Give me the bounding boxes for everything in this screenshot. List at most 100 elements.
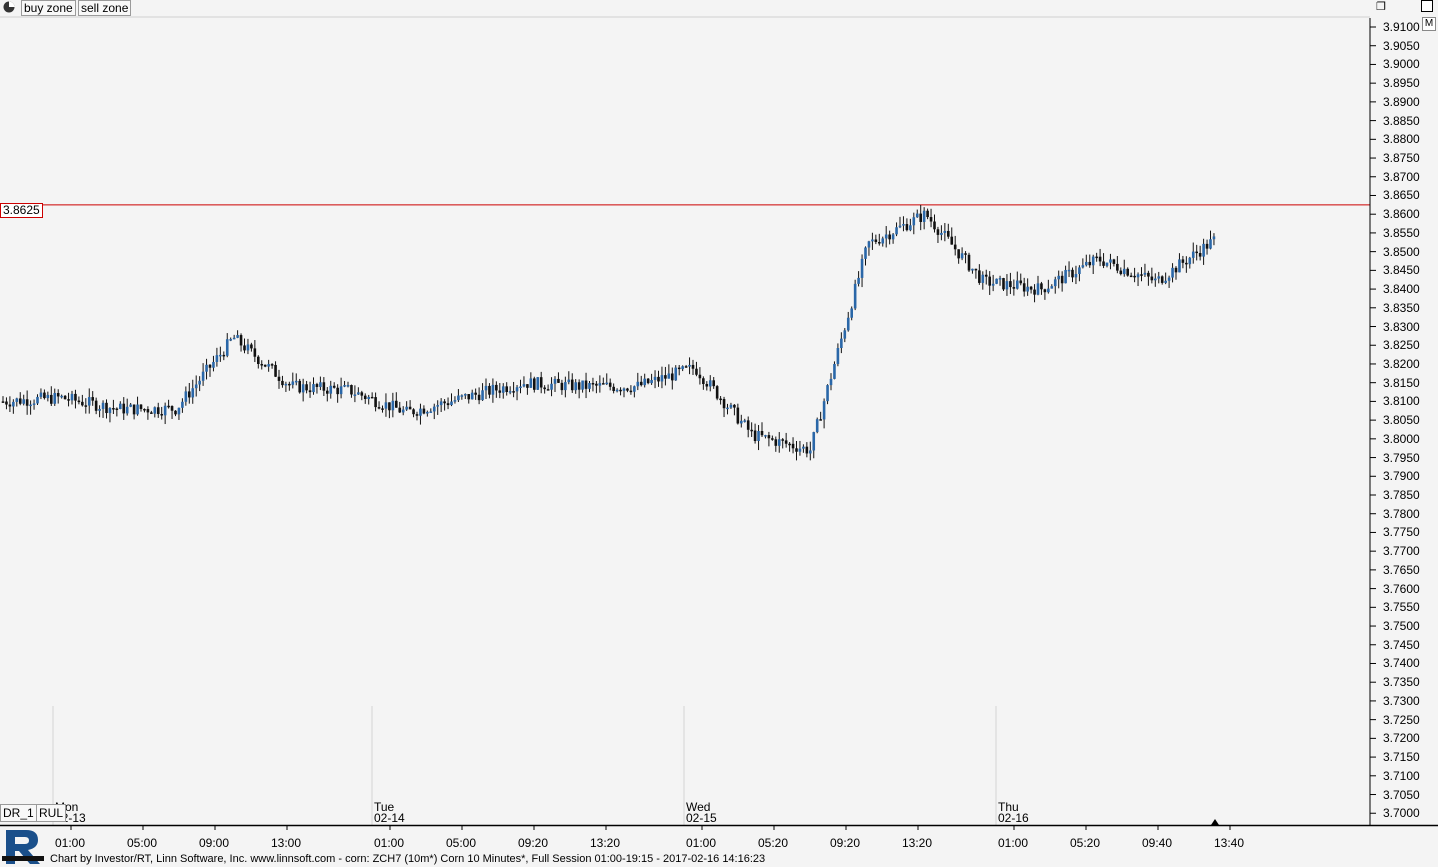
- price-bar-body: [677, 367, 681, 370]
- price-tick-label: 3.7100: [1383, 768, 1420, 783]
- price-bar-body: [177, 407, 181, 415]
- price-bar-body: [1095, 256, 1098, 259]
- price-bar-body: [77, 400, 81, 403]
- price-bar-body: [560, 382, 564, 391]
- price-bar-body: [1109, 259, 1112, 263]
- price-bar-body: [132, 404, 136, 415]
- rul-button[interactable]: RUL: [36, 804, 67, 822]
- axes: [0, 16, 1438, 830]
- price-bar-body: [829, 378, 833, 386]
- time-tick-label: 01:00: [686, 836, 717, 850]
- price-tick-label: 3.9100: [1383, 20, 1420, 34]
- price-bar-body: [446, 403, 450, 406]
- price-bar-body: [150, 412, 153, 414]
- price-bar-body: [381, 408, 384, 410]
- price-bar-body: [1185, 262, 1188, 265]
- price-bar-body: [422, 408, 426, 414]
- price-bar-body: [229, 339, 232, 341]
- price-bar-body: [1167, 277, 1171, 281]
- time-tick-label: 13:00: [271, 836, 302, 850]
- price-tick-label: 3.9050: [1383, 38, 1420, 53]
- price-bar-body: [1195, 251, 1198, 254]
- price-bar-body: [170, 406, 174, 411]
- price-bar-body: [629, 390, 633, 393]
- price-bar-body: [236, 335, 239, 338]
- buy-zone-button[interactable]: buy zone: [21, 0, 76, 16]
- price-bar-body: [919, 213, 922, 222]
- price-tick-label: 3.7150: [1383, 750, 1420, 765]
- price-bar-body: [56, 393, 60, 397]
- price-bar-body: [736, 407, 740, 424]
- price-bar-body: [857, 277, 860, 284]
- price-bar-body: [74, 393, 77, 401]
- price-bar-body: [388, 402, 391, 411]
- restore-window-icon[interactable]: ❐: [1376, 1, 1386, 13]
- price-bar-body: [684, 366, 688, 368]
- price-bar-body: [1105, 262, 1109, 266]
- time-tick-label: 13:40: [1214, 836, 1245, 850]
- price-bar-body: [377, 407, 381, 409]
- price-bar-body: [363, 395, 367, 400]
- price-tick-label: 3.7750: [1383, 525, 1420, 540]
- price-tick-label: 3.8250: [1383, 338, 1420, 353]
- pie-menu-icon[interactable]: [3, 1, 15, 13]
- time-tick-label: 09:20: [518, 836, 549, 850]
- price-bar-body: [733, 404, 736, 408]
- price-bar-body: [515, 387, 519, 392]
- price-bar-body: [833, 363, 836, 379]
- price-bar-body: [495, 384, 498, 391]
- price-bar-body: [481, 390, 484, 401]
- price-bar-body: [895, 227, 898, 235]
- price-bar-body: [636, 381, 640, 387]
- price-bar-body: [840, 338, 843, 349]
- price-scale-mode-button[interactable]: M: [1422, 17, 1436, 31]
- price-bar-body: [212, 361, 215, 368]
- price-bar-body: [902, 224, 905, 226]
- price-bar-body: [570, 379, 574, 391]
- price-bar-body: [94, 400, 98, 411]
- price-bar-body: [819, 419, 822, 421]
- price-bar-body: [1157, 276, 1161, 279]
- price-bar-body: [1143, 272, 1147, 275]
- price-bar-body: [357, 392, 360, 395]
- price-bar-body: [850, 308, 853, 318]
- price-bar-body: [671, 373, 674, 381]
- price-bar-body: [871, 239, 874, 242]
- price-bar-body: [391, 400, 395, 411]
- price-tick-label: 3.8050: [1383, 413, 1420, 428]
- price-bar-body: [105, 402, 108, 414]
- price-bar-body: [301, 384, 305, 393]
- price-bar-body: [191, 388, 195, 398]
- price-bar-body: [1074, 274, 1078, 278]
- price-bar-body: [1071, 269, 1074, 278]
- price-bar-body: [526, 384, 529, 388]
- price-bar-body: [119, 403, 122, 410]
- price-bar-body: [860, 258, 864, 278]
- price-bar-body: [232, 337, 236, 340]
- price-bar-body: [488, 385, 491, 395]
- reference-line-label[interactable]: 3.8625: [0, 203, 43, 218]
- price-bar-body: [522, 384, 526, 387]
- price-tick-label: 3.8750: [1383, 151, 1420, 166]
- price-bar-body: [950, 236, 954, 245]
- price-bar-body: [864, 247, 867, 259]
- price-bar-body: [139, 404, 143, 409]
- price-bar-body: [277, 376, 281, 381]
- price-bar-body: [350, 385, 353, 395]
- price-tick-label: 3.7700: [1383, 544, 1420, 559]
- maximize-window-icon[interactable]: [1421, 0, 1433, 12]
- price-bar-body: [46, 394, 50, 399]
- sell-zone-button[interactable]: sell zone: [78, 0, 132, 16]
- price-bar-body: [595, 383, 598, 386]
- price-bar-body: [322, 382, 326, 391]
- dr1-button[interactable]: DR_1: [0, 804, 37, 822]
- price-bar-body: [505, 386, 508, 393]
- price-bar-body: [608, 382, 612, 387]
- time-tick-label: 05:00: [127, 836, 158, 850]
- price-bar-body: [401, 409, 405, 413]
- price-bar-body: [1178, 259, 1181, 273]
- price-bar-body: [1078, 267, 1081, 275]
- price-bar-body: [198, 380, 201, 385]
- price-bar-body: [584, 380, 588, 389]
